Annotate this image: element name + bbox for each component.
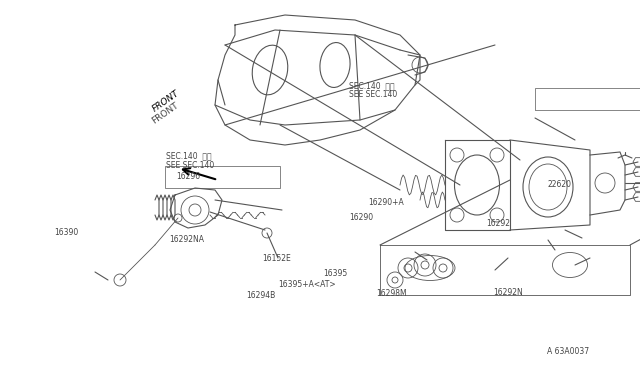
Text: SEE SEC.140: SEE SEC.140 <box>166 161 214 170</box>
Text: 16395: 16395 <box>323 269 348 278</box>
Text: 16390: 16390 <box>54 228 79 237</box>
Text: FRONT: FRONT <box>150 89 180 113</box>
Text: SEE SEC.140: SEE SEC.140 <box>349 90 397 99</box>
Text: 16152E: 16152E <box>262 254 291 263</box>
Text: 22620: 22620 <box>547 180 572 189</box>
Text: 16290+A: 16290+A <box>368 198 404 207</box>
Text: 16395+A<AT>: 16395+A<AT> <box>278 280 336 289</box>
Text: 16292: 16292 <box>486 219 511 228</box>
Text: SEC.140  参照: SEC.140 参照 <box>349 81 394 90</box>
Text: 16292N: 16292N <box>493 288 522 296</box>
Bar <box>165 166 280 188</box>
Bar <box>535 88 640 110</box>
Text: 16290: 16290 <box>349 213 373 222</box>
Text: FRONT: FRONT <box>150 101 180 126</box>
Text: 16294B: 16294B <box>246 291 276 300</box>
Text: 16292NA: 16292NA <box>170 235 205 244</box>
Text: SEC.140  参照: SEC.140 参照 <box>166 152 212 161</box>
Text: 16296: 16296 <box>176 172 200 181</box>
Text: 16298M: 16298M <box>376 289 407 298</box>
Text: A 63A0037: A 63A0037 <box>547 347 589 356</box>
